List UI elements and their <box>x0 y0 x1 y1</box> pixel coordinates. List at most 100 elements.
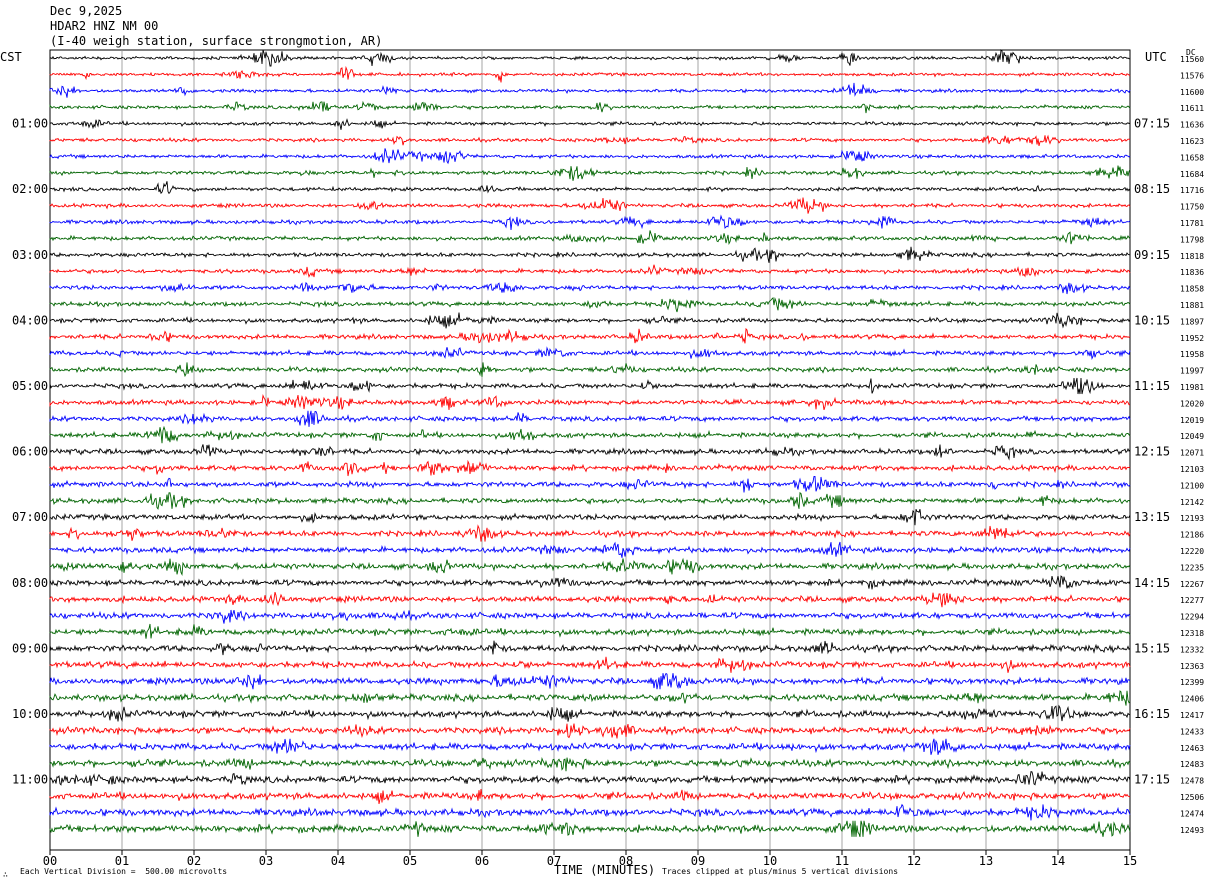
dc-offset-label: 11997 <box>1180 367 1204 376</box>
dc-offset-label: 12193 <box>1180 514 1204 523</box>
trace-38 <box>49 656 1131 673</box>
cst-hour-label: 10:00 <box>12 707 48 721</box>
x-tick-label: 01 <box>115 854 129 868</box>
dc-offset-label: 12019 <box>1180 416 1204 425</box>
trace-11 <box>49 214 1131 231</box>
dc-offset-label: 12474 <box>1180 809 1204 818</box>
cst-hour-label: 07:00 <box>12 510 48 524</box>
dc-offset-label: 11560 <box>1180 55 1204 64</box>
location-label: (I-40 weigh station, surface strongmotio… <box>50 34 383 48</box>
dc-offset-label: 12100 <box>1180 481 1204 490</box>
dc-offset-label: 11611 <box>1180 104 1204 113</box>
dc-offset-label: 12142 <box>1180 498 1204 507</box>
trace-10 <box>49 197 1131 214</box>
dc-offset-label: 12103 <box>1180 465 1204 474</box>
dc-offset-label: 12235 <box>1180 563 1204 572</box>
dc-offset-label: 11600 <box>1180 88 1204 97</box>
utc-hour-label: 11:15 <box>1134 379 1170 393</box>
trace-44 <box>49 756 1131 772</box>
x-tick-label: 06 <box>475 854 489 868</box>
station-label: HDAR2 HNZ NM 00 <box>50 19 159 33</box>
dc-offset-label: 11716 <box>1180 186 1204 195</box>
dc-offset-label: 12220 <box>1180 547 1204 556</box>
x-tick-label: 14 <box>1051 854 1065 868</box>
trace-33 <box>49 575 1131 590</box>
x-axis-title: TIME (MINUTES) <box>554 863 656 877</box>
dc-offset-label: 11818 <box>1180 252 1204 261</box>
dc-offset-label: 11623 <box>1180 137 1204 146</box>
trace-17 <box>49 312 1131 329</box>
utc-hour-label: 09:15 <box>1134 248 1170 262</box>
dc-offset-label: 12399 <box>1180 678 1204 687</box>
trace-5 <box>49 118 1131 130</box>
date-label: Dec 9,2025 <box>50 4 123 18</box>
dc-offset-label: 12020 <box>1180 399 1204 408</box>
x-tick-label: 07 <box>547 854 561 868</box>
trace-4 <box>49 100 1131 114</box>
trace-26 <box>49 459 1131 477</box>
cst-hour-label: 04:00 <box>12 313 48 327</box>
x-tick-label: 15 <box>1123 854 1137 868</box>
dc-offset-label: 12417 <box>1180 711 1204 720</box>
x-tick-label: 09 <box>691 854 705 868</box>
dc-offset-label: 12478 <box>1180 777 1204 786</box>
dc-offset-label: 12506 <box>1180 793 1204 802</box>
dc-offset-label: 11858 <box>1180 285 1204 294</box>
trace-41 <box>49 704 1131 722</box>
dc-offset-label: 12433 <box>1180 727 1204 736</box>
trace-34 <box>49 591 1131 608</box>
trace-2 <box>49 65 1131 83</box>
utc-hour-label: 12:15 <box>1134 445 1170 459</box>
trace-40 <box>49 690 1131 706</box>
cst-hour-label: 03:00 <box>12 248 48 262</box>
clip-note: Traces clipped at plus/minus 5 vertical … <box>662 867 899 876</box>
dc-offset-label: 12483 <box>1180 760 1204 769</box>
cst-hour-label: 05:00 <box>12 379 48 393</box>
trace-12 <box>49 230 1131 245</box>
dc-offset-label: 12294 <box>1180 613 1204 622</box>
dc-offset-label: 12186 <box>1180 531 1204 540</box>
trace-8 <box>49 165 1131 181</box>
dc-offset-label: 11658 <box>1180 153 1204 162</box>
dc-offset-label: 12493 <box>1180 826 1204 835</box>
trace-48 <box>49 820 1131 837</box>
dc-offset-label: 11836 <box>1180 268 1204 277</box>
dc-offset-label: 12318 <box>1180 629 1204 638</box>
utc-hour-label: 13:15 <box>1134 510 1170 524</box>
trace-14 <box>49 264 1131 278</box>
x-tick-label: 13 <box>979 854 993 868</box>
x-tick-label: 11 <box>835 854 849 868</box>
dc-offset-label: 12406 <box>1180 695 1204 704</box>
utc-hour-label: 15:15 <box>1134 641 1170 655</box>
trace-29 <box>49 509 1131 526</box>
cst-hour-label: 11:00 <box>12 773 48 787</box>
dc-offset-label: 12049 <box>1180 432 1204 441</box>
cst-hour-label: 02:00 <box>12 182 48 196</box>
trace-16 <box>49 296 1131 313</box>
dc-offset-label: 11781 <box>1180 219 1204 228</box>
x-tick-label: 02 <box>187 854 201 868</box>
trace-21 <box>49 377 1131 395</box>
scale-note: Each Vertical Division = 500.00 microvol… <box>20 867 228 876</box>
utc-hour-label: 17:15 <box>1134 773 1170 787</box>
trace-7 <box>49 148 1131 165</box>
trace-15 <box>49 281 1131 295</box>
utc-hour-label: 16:15 <box>1134 707 1170 721</box>
x-tick-label: 08 <box>619 854 633 868</box>
trace-13 <box>49 246 1131 263</box>
trace-20 <box>49 362 1131 378</box>
trace-46 <box>49 788 1131 804</box>
trace-1 <box>49 49 1131 67</box>
cst-hour-label: 01:00 <box>12 117 48 131</box>
trace-19 <box>49 346 1131 360</box>
trace-32 <box>49 557 1131 576</box>
trace-22 <box>49 393 1131 411</box>
trace-24 <box>49 425 1131 444</box>
x-tick-label: 00 <box>43 854 57 868</box>
dc-offset-label: 11636 <box>1180 121 1204 130</box>
dc-offset-label: 11981 <box>1180 383 1204 392</box>
trace-30 <box>49 524 1131 542</box>
trace-6 <box>49 134 1131 147</box>
dc-offset-label: 12277 <box>1180 596 1204 605</box>
dc-offset-label: 11958 <box>1180 350 1204 359</box>
